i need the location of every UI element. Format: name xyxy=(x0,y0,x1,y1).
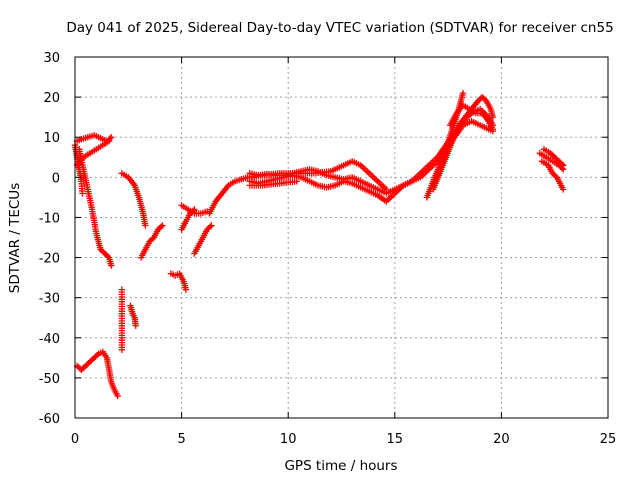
series-trace-r xyxy=(246,178,300,189)
marker-trace xyxy=(447,101,497,133)
data-points xyxy=(71,89,567,400)
series-trace-v xyxy=(536,150,567,173)
x-tick-label: 0 xyxy=(71,432,79,447)
marker-trace xyxy=(536,150,567,173)
series-trace-i xyxy=(137,222,166,261)
x-tick-label: 15 xyxy=(387,432,404,447)
series-trace-h xyxy=(118,170,149,229)
x-axis-label: GPS time / hours xyxy=(284,458,397,474)
series-trace-j xyxy=(167,270,190,293)
y-tick-label: 10 xyxy=(43,131,60,146)
x-tick-label: 20 xyxy=(493,432,510,447)
y-axis-label: SDTVAR / TECUs xyxy=(7,183,23,293)
y-tick-label: 0 xyxy=(52,171,60,186)
marker-trace xyxy=(137,222,166,261)
y-tick-label: 20 xyxy=(43,91,60,106)
tick-labels: 0 5 10 15 20 25 -60 -50 -40 -30 -20 -10 0 10 20 30 xyxy=(39,51,617,447)
chart-title: Day 041 of 2025, Sidereal Day-to-day VTE… xyxy=(66,20,613,36)
series-trace-l xyxy=(178,202,211,217)
y-tick-label: -50 xyxy=(39,372,60,387)
marker-trace xyxy=(127,302,139,329)
series-trace-w xyxy=(538,158,567,193)
series-trace-u xyxy=(447,101,497,133)
series-trace-q xyxy=(246,158,390,193)
marker-trace xyxy=(76,146,115,269)
series-trace-e xyxy=(73,348,121,400)
y-tick-label: -20 xyxy=(39,252,60,267)
x-tick-label: 25 xyxy=(600,432,617,447)
y-tick-label: -10 xyxy=(39,211,60,226)
x-tick-label: 5 xyxy=(177,432,185,447)
plot-frame xyxy=(74,56,609,419)
series-trace-x xyxy=(540,146,567,169)
marker-trace xyxy=(167,270,190,293)
x-tick-label: 10 xyxy=(280,432,297,447)
y-tick-label: -60 xyxy=(39,412,60,427)
series-trace-f xyxy=(118,286,126,354)
series-trace-d xyxy=(76,146,115,269)
marker-trace xyxy=(73,348,121,400)
marker-trace xyxy=(540,146,567,169)
marker-trace xyxy=(178,202,211,217)
marker-trace xyxy=(246,178,300,189)
marker-trace xyxy=(538,158,567,193)
series-trace-g xyxy=(127,302,139,329)
y-tick-label: 30 xyxy=(43,51,60,66)
marker-trace xyxy=(118,286,126,354)
y-tick-label: -40 xyxy=(39,332,60,347)
marker-trace xyxy=(246,158,390,193)
marker-trace xyxy=(118,170,149,229)
series-trace-m xyxy=(191,222,215,257)
marker-trace xyxy=(191,222,215,257)
y-tick-label: -30 xyxy=(39,292,60,307)
ticks xyxy=(74,56,609,419)
